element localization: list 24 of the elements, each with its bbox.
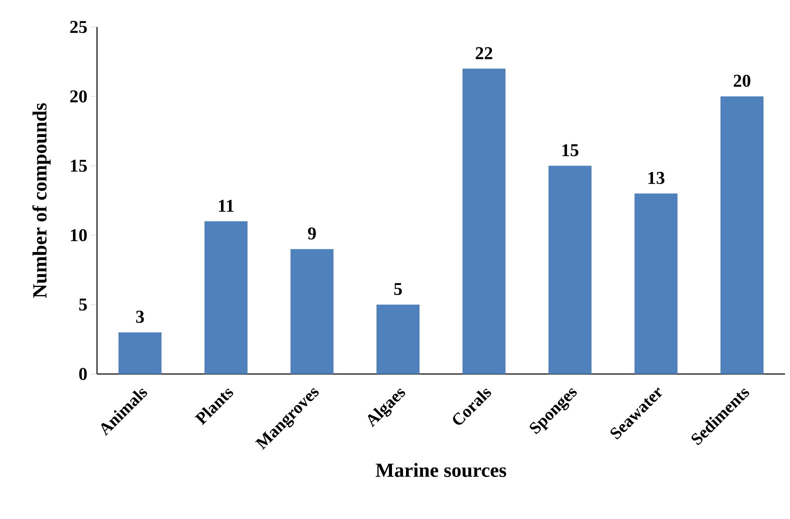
y-tick-label: 25	[70, 20, 87, 34]
data-label: 22	[476, 47, 492, 60]
bar	[118, 332, 162, 374]
data-label: 13	[648, 172, 664, 184]
data-label: 11	[218, 200, 234, 212]
y-tick-label: 10	[70, 229, 87, 242]
x-axis-title: Marine sources	[376, 462, 506, 478]
y-tick-label: 0	[79, 368, 87, 380]
data-label: 3	[136, 310, 144, 323]
data-label: 5	[394, 283, 402, 296]
bar	[376, 304, 420, 374]
data-label: 9	[308, 227, 316, 240]
bar	[634, 194, 678, 374]
y-axis-title: Number of compounds	[32, 103, 51, 298]
y-tick-label: 20	[70, 90, 87, 102]
bar	[204, 221, 248, 374]
bar	[290, 249, 334, 374]
bar	[462, 68, 506, 374]
bar	[548, 166, 592, 374]
y-tick-label: 15	[70, 160, 87, 172]
data-label: 15	[562, 144, 578, 156]
bar	[720, 96, 764, 374]
y-tick-label: 5	[79, 298, 87, 311]
data-label: 20	[734, 74, 750, 87]
